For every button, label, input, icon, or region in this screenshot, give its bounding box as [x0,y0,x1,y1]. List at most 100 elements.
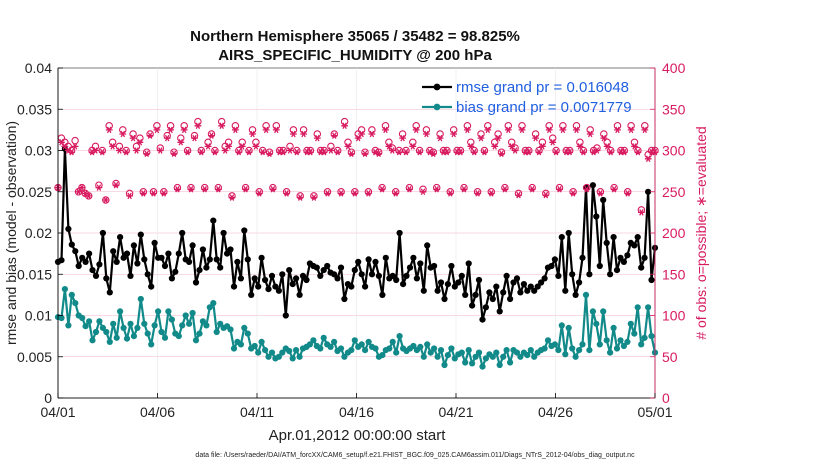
evaluated-obs-marker [58,138,65,146]
data-point [607,271,614,278]
evaluated-obs-marker [95,184,103,191]
data-point [465,347,472,354]
data-point [296,291,303,298]
data-point [234,258,241,265]
data-point [317,345,324,352]
data-point [375,272,382,279]
data-point [127,320,134,327]
possible-obs-marker [170,148,178,156]
evaluated-obs-marker [644,155,652,163]
possible-obs-marker [347,148,356,156]
data-point [603,337,610,344]
possible-obs-marker [323,188,332,196]
evaluated-obs-marker [139,190,147,197]
data-point [293,275,300,282]
data-point [331,338,338,345]
evaluated-obs-marker [310,194,318,201]
data-point [258,254,265,261]
possible-obs-marker [228,192,236,200]
data-point [551,256,559,263]
x-axis-label: Apr.01,2012 00:00:00 start [269,427,447,444]
evaluated-obs-marker [518,126,526,134]
data-point [558,234,565,241]
evaluated-obs-marker [552,148,560,156]
data-point [472,353,479,360]
evaluated-obs-marker [255,190,263,197]
evaluated-obs-marker [143,150,151,158]
evaluated-obs-marker [436,134,444,142]
data-point [596,341,603,348]
data-point [355,258,362,265]
evaluated-obs-marker [344,143,352,150]
possible-obs-marker [330,130,339,138]
evaluated-obs-marker [583,185,591,193]
data-point [289,281,296,288]
data-point [337,345,345,352]
legend-label-rmse: rmse grand pr = 0.016048 [456,79,629,96]
y-tick-label: 0 [44,390,52,406]
data-point [482,304,489,311]
data-point [72,248,79,255]
data-point [320,267,327,274]
x-tick-label: 04/06 [140,404,175,420]
evaluated-obs-marker [136,138,144,146]
data-point [572,291,579,298]
evaluated-obs-marker [221,147,229,154]
x-tick-label: 05/01 [637,404,672,420]
data-point [206,304,213,311]
data-point [151,322,158,329]
data-point [348,347,355,354]
evaluated-obs-marker [204,143,212,150]
evaluated-obs-marker [156,147,164,154]
data-point [613,345,621,352]
evaluated-obs-marker [501,185,509,193]
series-0 [54,145,659,323]
data-point [196,267,203,274]
data-point [237,275,244,282]
data-point [161,262,169,270]
data-point [638,341,645,348]
evaluated-obs-marker [559,126,567,134]
possible-obs-marker [378,183,386,192]
possible-obs-marker [497,148,506,156]
possible-obs-marker [306,146,315,155]
evaluated-obs-marker [324,190,331,197]
data-point [268,349,276,356]
evaluated-obs-marker [487,190,495,197]
legend: rmse grand pr = 0.016048 bias grand pr =… [422,79,632,116]
data-point [534,283,541,290]
data-point [627,320,634,327]
data-point [158,328,165,336]
data-point [520,281,528,288]
evaluated-obs-marker [266,150,273,158]
possible-obs-marker [480,146,489,155]
possible-obs-marker [470,146,478,155]
data-point [224,250,231,257]
possible-obs-marker [620,146,629,155]
data-point [586,271,593,278]
evaluated-obs-marker [388,147,396,154]
series-3 [54,122,659,216]
data-point [99,324,106,331]
data-point [448,262,455,270]
data-point [358,271,365,278]
data-point [324,262,331,270]
data-point [96,318,103,325]
data-point [286,347,293,355]
evaluated-obs-marker [460,185,468,193]
data-point [65,322,72,329]
evaluated-obs-marker [610,185,618,193]
data-point [106,289,113,296]
possible-obs-marker [207,130,216,138]
data-point [196,330,203,337]
y-tick-label: 0.04 [25,60,52,76]
data-point [206,256,213,263]
evaluated-obs-marker [481,148,488,156]
data-point [582,291,590,298]
evaluated-obs-marker [129,134,137,142]
data-point [192,337,200,344]
data-point [469,360,476,367]
data-point [337,264,345,271]
data-point [555,272,562,279]
possible-obs-marker [579,146,588,155]
